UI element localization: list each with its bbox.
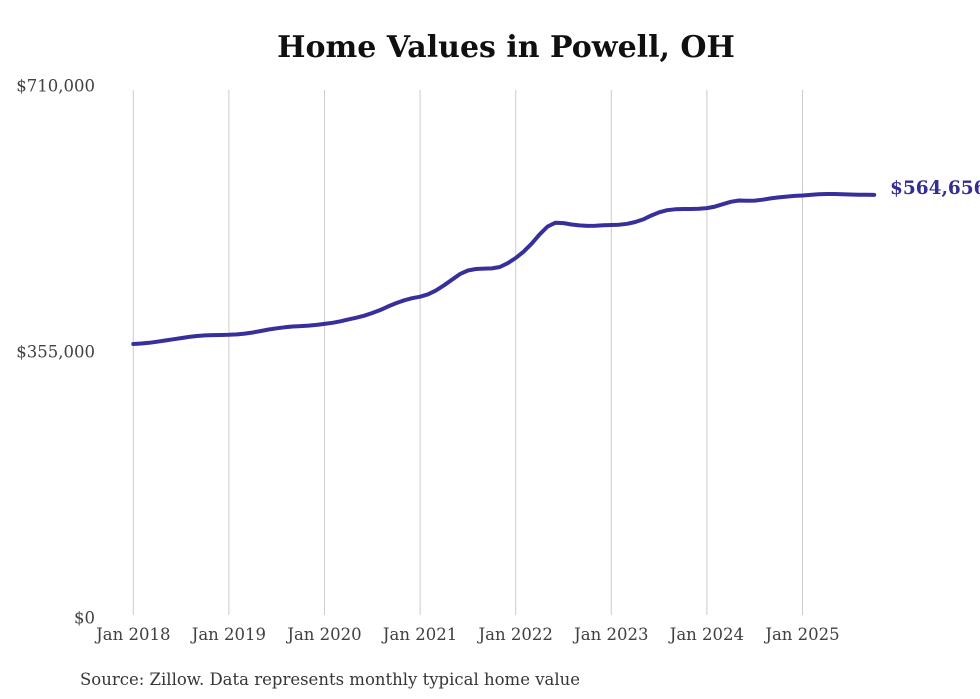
x-tick-jan-2024: Jan 2024 (668, 625, 744, 644)
x-tick-jan-2023: Jan 2023 (572, 625, 648, 644)
x-tick-jan-2019: Jan 2019 (190, 625, 266, 644)
home-value-line (131, 192, 877, 346)
y-tick-355000: $355,000 (16, 343, 95, 362)
chart-title: Home Values in Powell, OH (277, 30, 735, 65)
y-tick-0: $0 (74, 609, 95, 628)
year-gridlines (132, 90, 803, 615)
latest-value-label: $564,656 (890, 178, 980, 199)
y-tick-710000: $710,000 (16, 77, 95, 96)
y-axis-tick-labels: $0 $355,000 $710,000 (16, 77, 95, 628)
x-tick-jan-2020: Jan 2020 (285, 625, 361, 644)
x-tick-jan-2018: Jan 2018 (94, 625, 170, 644)
x-axis-tick-labels: Jan 2018 Jan 2019 Jan 2020 Jan 2021 Jan 2022… (94, 625, 840, 644)
x-tick-jan-2021: Jan 2021 (381, 625, 457, 644)
x-tick-jan-2022: Jan 2022 (477, 625, 553, 644)
x-tick-jan-2025: Jan 2025 (763, 625, 839, 644)
source-note: Source: Zillow. Data represents monthly … (80, 670, 580, 689)
